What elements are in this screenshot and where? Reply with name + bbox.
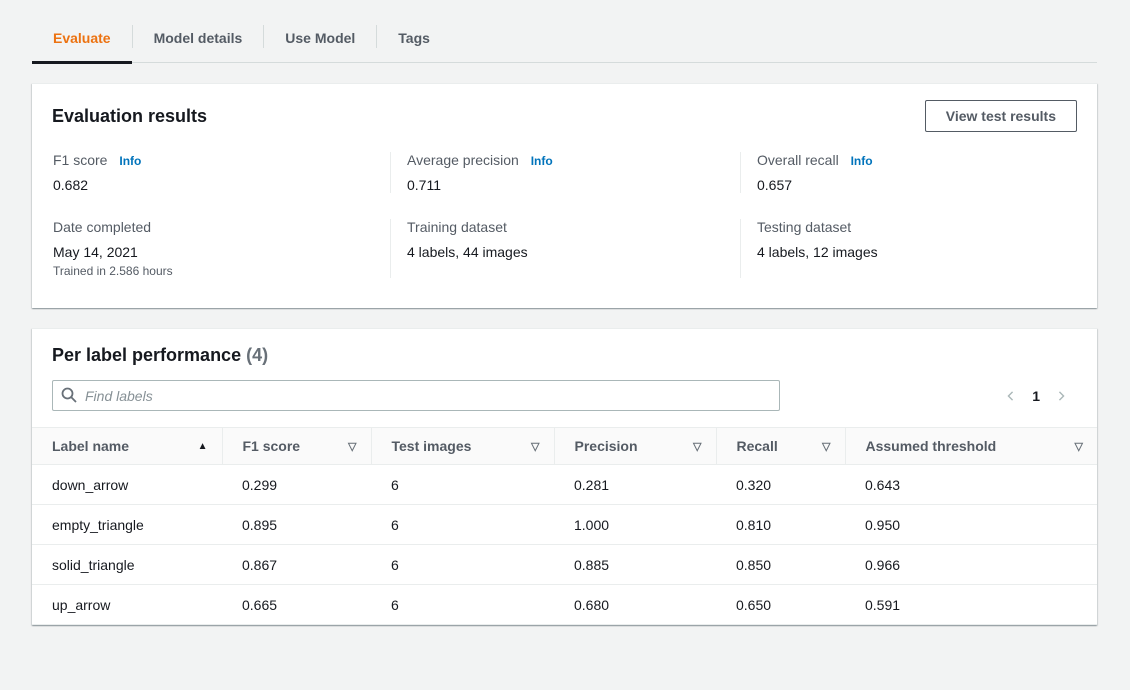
current-page-number[interactable]: 1: [1032, 387, 1040, 404]
table-body: down_arrow 0.299 6 0.281 0.320 0.643 emp…: [32, 464, 1097, 625]
cell-assumed-threshold: 0.966: [845, 544, 1097, 585]
evaluation-results-title: Evaluation results: [52, 105, 208, 126]
per-label-table: Label name ▲ F1 score ▽: [32, 427, 1097, 625]
per-label-performance-title: Per label performance (4): [52, 345, 269, 365]
search-input[interactable]: [52, 380, 780, 411]
tab-model-details[interactable]: Model details: [153, 30, 243, 46]
cell-recall: 0.850: [716, 544, 845, 585]
metric-label: Testing dataset: [757, 219, 852, 235]
metric-label: Average precision: [407, 152, 519, 168]
metric-testing-dataset: Testing dataset 4 labels, 12 images: [740, 219, 1077, 278]
cell-precision: 0.680: [554, 584, 716, 625]
cell-test-images: 6: [371, 584, 554, 625]
metric-value: 0.657: [757, 177, 793, 193]
cell-assumed-threshold: 0.591: [845, 584, 1097, 625]
metric-value: 0.711: [407, 177, 441, 193]
filter-icon[interactable]: ▽: [693, 440, 702, 453]
tab-tags[interactable]: Tags: [398, 30, 430, 46]
info-link[interactable]: Info: [530, 154, 553, 168]
metrics-grid: F1 score Info 0.682 Average precision In…: [52, 150, 1077, 288]
tab-evaluate[interactable]: Evaluate: [32, 14, 132, 64]
cell-recall: 0.650: [716, 584, 845, 625]
column-header-test-images[interactable]: Test images ▽: [370, 427, 554, 465]
metric-f1-score: F1 score Info 0.682: [52, 152, 390, 193]
column-header-precision[interactable]: Precision ▽: [553, 427, 716, 465]
metric-value: May 14, 2021: [53, 244, 138, 260]
cell-f1-score: 0.299: [222, 464, 371, 505]
cell-label-name: solid_triangle: [32, 544, 222, 585]
cell-label-name: down_arrow: [32, 464, 222, 505]
info-link[interactable]: Info: [850, 154, 873, 168]
cell-test-images: 6: [371, 464, 554, 505]
label-count: (4): [246, 345, 269, 365]
metric-value: 4 labels, 12 images: [757, 244, 878, 260]
filter-icon[interactable]: ▽: [531, 440, 540, 453]
evaluation-results-card: Evaluation results View test results F1 …: [32, 83, 1097, 308]
cell-f1-score: 0.867: [222, 544, 371, 585]
filter-icon[interactable]: ▽: [348, 440, 357, 453]
chevron-right-icon: [1058, 390, 1065, 401]
metric-overall-recall: Overall recall Info 0.657: [740, 152, 1077, 193]
table-toolbar: 1: [52, 380, 1077, 411]
cell-label-name: up_arrow: [32, 584, 222, 625]
pagination: 1: [1003, 387, 1077, 405]
table-row: solid_triangle 0.867 6 0.885 0.850 0.966: [32, 544, 1097, 585]
cell-assumed-threshold: 0.643: [845, 464, 1097, 505]
metric-average-precision: Average precision Info 0.711: [390, 152, 740, 193]
column-header-assumed-threshold[interactable]: Assumed threshold ▽: [844, 427, 1097, 465]
sort-ascending-icon[interactable]: ▲: [197, 440, 208, 452]
table-header-row: Label name ▲ F1 score ▽: [32, 427, 1097, 465]
cell-test-images: 6: [371, 544, 554, 585]
filter-icon[interactable]: ▽: [822, 440, 831, 453]
metric-training-dataset: Training dataset 4 labels, 44 images: [390, 219, 740, 278]
metric-label: Overall recall: [757, 152, 839, 168]
column-header-f1-score[interactable]: F1 score ▽: [221, 427, 371, 465]
metric-label: Training dataset: [407, 219, 507, 235]
view-test-results-button[interactable]: View test results: [924, 100, 1077, 132]
table-row: empty_triangle 0.895 6 1.000 0.810 0.950: [32, 504, 1097, 545]
column-header-recall[interactable]: Recall ▽: [715, 427, 845, 465]
chevron-left-icon: [1007, 390, 1014, 401]
metric-date-completed: Date completed May 14, 2021 Trained in 2…: [52, 219, 390, 278]
cell-precision: 1.000: [554, 504, 716, 545]
tab-divider: [376, 25, 378, 48]
tab-bar: Evaluate Model details Use Model Tags: [32, 14, 1097, 64]
tab-divider: [131, 25, 133, 48]
table-row: up_arrow 0.665 6 0.680 0.650 0.591: [32, 584, 1097, 625]
info-link[interactable]: Info: [119, 154, 142, 168]
filter-icon[interactable]: ▽: [1074, 440, 1083, 453]
previous-page-button[interactable]: [1003, 387, 1018, 405]
column-header-label-name[interactable]: Label name ▲: [32, 427, 222, 465]
tab-divider: [263, 25, 265, 48]
next-page-button[interactable]: [1054, 387, 1069, 405]
training-duration-note: Trained in 2.586 hours: [53, 264, 173, 278]
cell-precision: 0.281: [554, 464, 716, 505]
metric-value: 4 labels, 44 images: [407, 244, 528, 260]
cell-f1-score: 0.895: [222, 504, 371, 545]
metric-label: Date completed: [53, 219, 152, 235]
metric-label: F1 score: [53, 152, 108, 168]
cell-precision: 0.885: [554, 544, 716, 585]
table-row: down_arrow 0.299 6 0.281 0.320 0.643: [32, 464, 1097, 505]
search-box: [52, 380, 780, 411]
cell-recall: 0.810: [716, 504, 845, 545]
tab-use-model[interactable]: Use Model: [285, 30, 356, 46]
per-label-performance-card: Per label performance (4) 1: [32, 328, 1097, 625]
cell-recall: 0.320: [716, 464, 845, 505]
cell-f1-score: 0.665: [222, 584, 371, 625]
cell-test-images: 6: [371, 504, 554, 545]
metric-value: 0.682: [53, 177, 89, 193]
cell-assumed-threshold: 0.950: [845, 504, 1097, 545]
cell-label-name: empty_triangle: [32, 504, 222, 545]
